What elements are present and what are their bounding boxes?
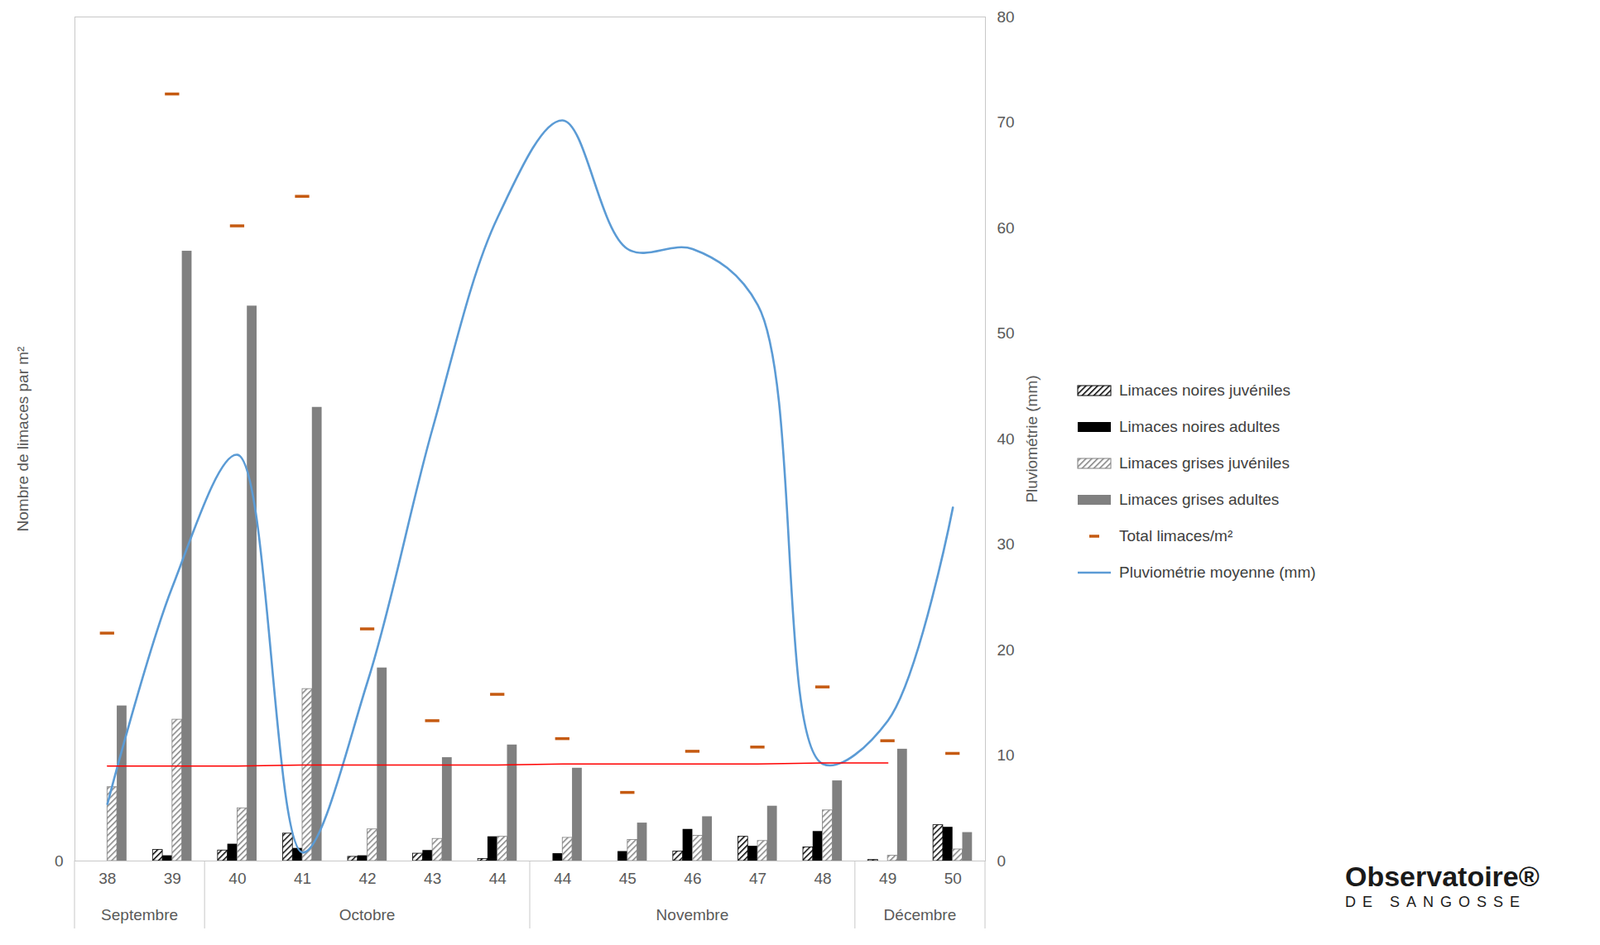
svg-text:41: 41	[293, 869, 312, 888]
svg-text:80: 80	[997, 8, 1015, 26]
svg-text:39: 39	[163, 869, 182, 888]
svg-text:50: 50	[944, 869, 962, 888]
svg-text:38: 38	[98, 869, 116, 888]
svg-text:0: 0	[997, 852, 1007, 870]
svg-text:Novembre: Novembre	[656, 906, 730, 924]
html-text:Total limaces/m²: Total limaces/m²	[1119, 527, 1233, 545]
svg-text:49: 49	[879, 869, 897, 888]
svg-text:42: 42	[359, 869, 377, 888]
html-text:Pluviométrie moyenne (mm): Pluviométrie moyenne (mm)	[1119, 563, 1316, 582]
svg-text:Pluviométrie (mm): Pluviométrie (mm)	[1023, 374, 1041, 503]
svg-text:50: 50	[997, 324, 1015, 342]
svg-text:Décembre: Décembre	[884, 906, 957, 924]
svg-text:30: 30	[997, 535, 1015, 553]
html-text:DE SANGOSSE: DE SANGOSSE	[1345, 893, 1527, 911]
svg-text:Octobre: Octobre	[339, 906, 396, 924]
svg-text:47: 47	[749, 869, 767, 888]
html-text:Limaces grises adultes: Limaces grises adultes	[1119, 490, 1280, 509]
svg-text:60: 60	[997, 219, 1015, 237]
svg-text:Septembre: Septembre	[100, 906, 178, 924]
svg-text:45: 45	[619, 869, 637, 888]
svg-text:40: 40	[228, 869, 246, 888]
svg-text:46: 46	[683, 869, 702, 888]
svg-text:48: 48	[814, 869, 832, 888]
html-text:Limaces noires juvéniles: Limaces noires juvéniles	[1119, 381, 1291, 399]
svg-text:Nombre de limaces par m²: Nombre de limaces par m²	[14, 346, 32, 533]
svg-text:0: 0	[54, 852, 64, 870]
html-text:Limaces noires adultes: Limaces noires adultes	[1119, 418, 1280, 436]
html-text:Limaces grises juvéniles: Limaces grises juvéniles	[1119, 454, 1290, 472]
svg-text:70: 70	[997, 113, 1015, 131]
svg-text:40: 40	[997, 430, 1015, 448]
svg-text:44: 44	[489, 869, 508, 888]
svg-text:44: 44	[553, 869, 572, 888]
svg-text:10: 10	[997, 746, 1015, 764]
svg-text:43: 43	[423, 869, 442, 888]
html-text:Observatoire®: Observatoire®	[1345, 860, 1540, 893]
svg-text:20: 20	[997, 641, 1015, 659]
